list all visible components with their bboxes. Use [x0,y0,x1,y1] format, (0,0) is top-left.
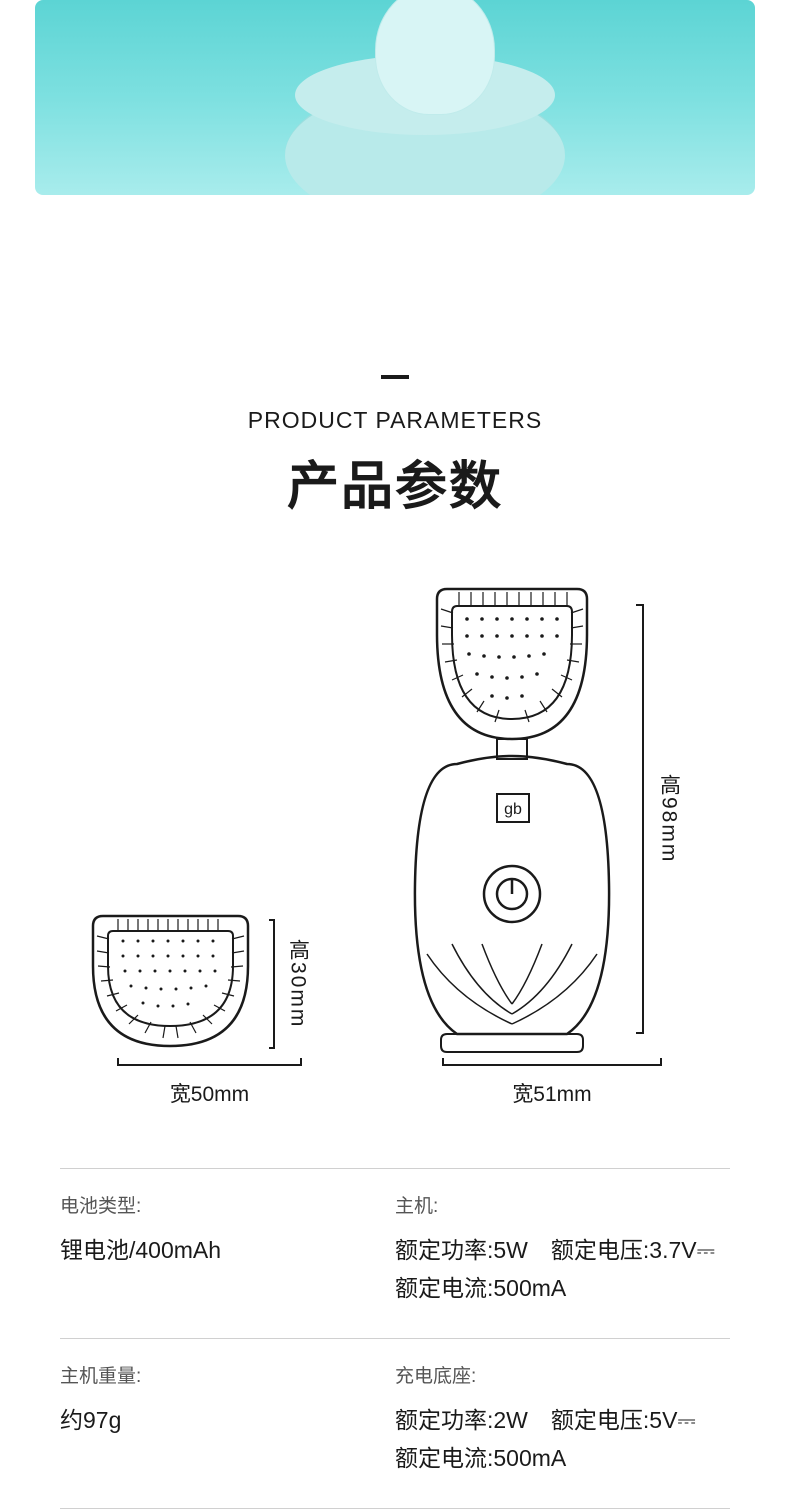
subtitle: PRODUCT PARAMETERS [0,407,790,434]
spec-label: 主机重量: [60,1361,395,1388]
dimension-diagram: 高30mm 宽50mm [0,519,790,1168]
brush-head-outline [83,911,258,1056]
spec-row: 主机重量: 约97g 充电底座: 额定功率:2W 额定电压:5V⎓额定电流:50… [60,1338,730,1509]
spec-cell: 主机: 额定功率:5W 额定电压:3.7V⎓额定电流:500mA [395,1191,730,1308]
hero-product-body [375,0,495,115]
spec-cell: 充电底座: 额定功率:2W 额定电压:5V⎓额定电流:500mA [395,1361,730,1478]
specs-table: 电池类型: 锂电池/400mAh 主机: 额定功率:5W 额定电压:3.7V⎓额… [0,1168,790,1509]
spec-value: 锂电池/400mAh [60,1232,395,1270]
title-section: PRODUCT PARAMETERS 产品参数 [0,195,790,519]
spec-value: 额定功率:2W 额定电压:5V⎓额定电流:500mA [395,1402,730,1478]
spec-label: 充电底座: [395,1361,730,1388]
spec-label: 电池类型: [60,1191,395,1218]
logo-text: gb [504,801,522,818]
brush-head-diagram: 高30mm 宽50mm [83,911,337,1108]
spec-cell: 主机重量: 约97g [60,1361,395,1478]
height-label-large: 高98mm [654,774,684,863]
width-bracket-small [117,1064,302,1066]
title-dash [381,375,409,379]
height-label-small: 高30mm [283,939,313,1028]
device-outline: gb [397,584,627,1054]
spec-row: 电池类型: 锂电池/400mAh 主机: 额定功率:5W 额定电压:3.7V⎓额… [60,1168,730,1338]
spec-cell: 电池类型: 锂电池/400mAh [60,1191,395,1308]
height-bracket-small [273,919,275,1049]
spec-label: 主机: [395,1191,730,1218]
hero-product-image [35,0,755,195]
spec-value: 约97g [60,1402,395,1440]
width-label-small: 宽50mm [170,1078,249,1108]
page-title: 产品参数 [0,444,790,519]
full-device-diagram: gb 高98mm 宽51mm [397,584,708,1108]
width-bracket-large [442,1064,662,1066]
height-bracket-large [642,604,644,1034]
width-label-large: 宽51mm [512,1078,591,1108]
spec-value: 额定功率:5W 额定电压:3.7V⎓额定电流:500mA [395,1232,730,1308]
